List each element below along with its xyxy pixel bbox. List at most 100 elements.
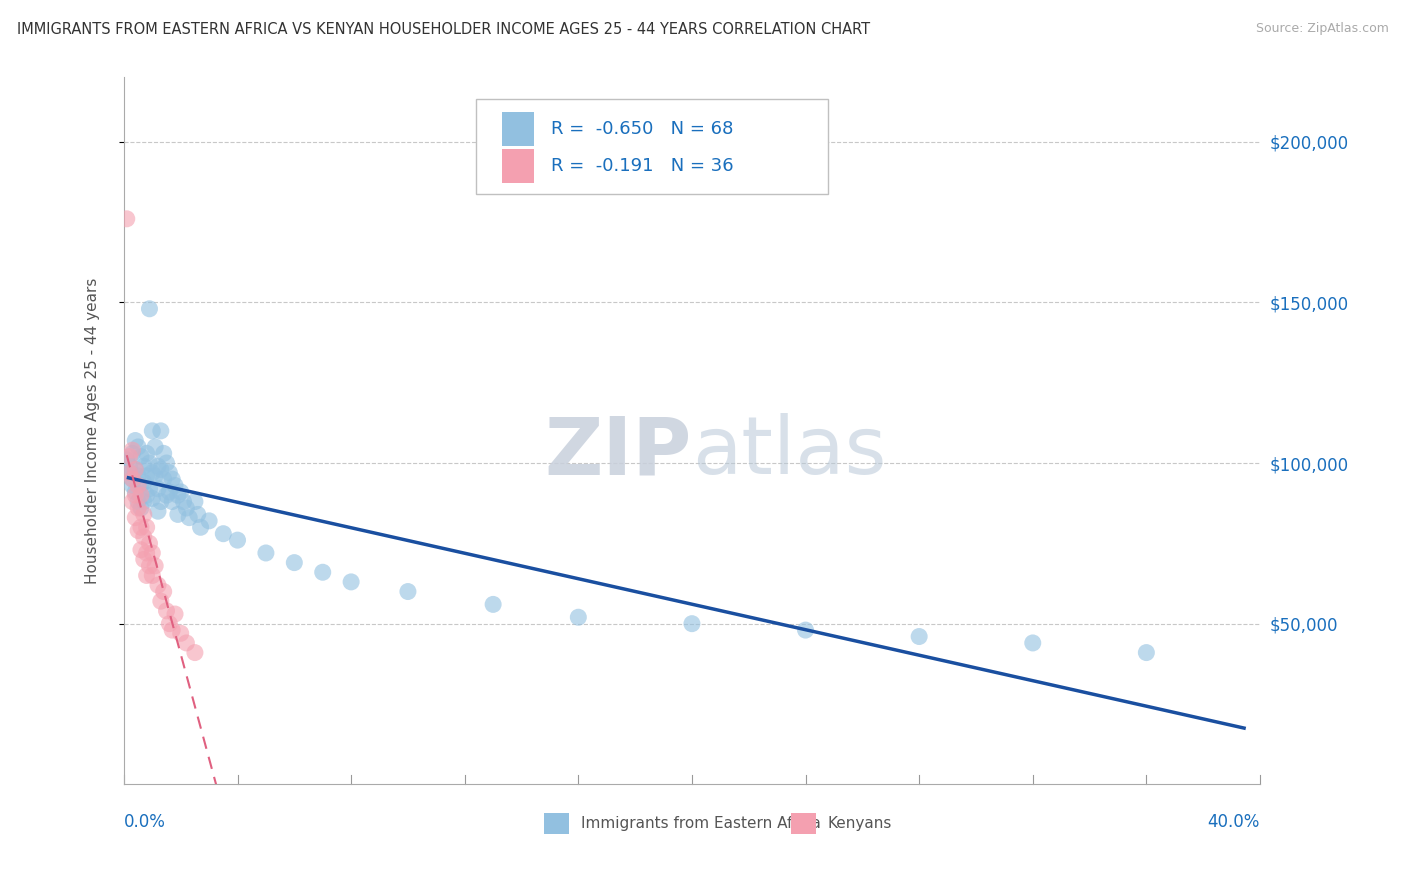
Point <box>132 459 155 474</box>
Point <box>132 508 155 522</box>
Point <box>129 478 152 492</box>
Point <box>141 424 163 438</box>
Bar <box>544 813 569 834</box>
Point <box>146 482 169 496</box>
Point <box>129 542 152 557</box>
Point <box>124 510 146 524</box>
Point <box>143 440 166 454</box>
Point <box>129 450 152 464</box>
Point <box>155 488 177 502</box>
Point <box>794 623 817 637</box>
Point <box>190 520 212 534</box>
Point <box>124 462 146 476</box>
Point <box>129 488 152 502</box>
Point <box>127 478 149 492</box>
Text: R =  -0.191   N = 36: R = -0.191 N = 36 <box>551 157 734 175</box>
Point <box>121 472 143 486</box>
Text: IMMIGRANTS FROM EASTERN AFRICA VS KENYAN HOUSEHOLDER INCOME AGES 25 - 44 YEARS C: IMMIGRANTS FROM EASTERN AFRICA VS KENYAN… <box>17 22 870 37</box>
Point <box>124 434 146 448</box>
Point <box>141 568 163 582</box>
Point <box>157 616 180 631</box>
Point <box>121 446 143 460</box>
Point <box>396 584 419 599</box>
Point <box>167 508 190 522</box>
Point <box>129 520 152 534</box>
Point <box>127 494 149 508</box>
Point <box>121 494 143 508</box>
Point <box>143 468 166 483</box>
Point <box>173 494 195 508</box>
Point <box>138 456 160 470</box>
Text: 40.0%: 40.0% <box>1208 813 1260 830</box>
Point <box>135 488 157 502</box>
Point <box>160 494 183 508</box>
Point <box>170 626 193 640</box>
Point <box>121 472 143 486</box>
Point <box>135 446 157 460</box>
Point <box>340 574 363 589</box>
Bar <box>502 149 534 183</box>
Point <box>138 558 160 573</box>
Point <box>157 484 180 499</box>
Point <box>118 459 141 474</box>
Point <box>124 488 146 502</box>
Point <box>179 510 201 524</box>
Bar <box>502 112 534 146</box>
Text: Kenyans: Kenyans <box>827 815 891 830</box>
Point <box>152 472 174 486</box>
Text: Source: ZipAtlas.com: Source: ZipAtlas.com <box>1256 22 1389 36</box>
Point <box>160 472 183 486</box>
Text: ZIP: ZIP <box>544 413 692 491</box>
Point <box>146 504 169 518</box>
Point <box>129 501 152 516</box>
Point <box>115 211 138 226</box>
Point <box>149 594 172 608</box>
Point <box>118 466 141 480</box>
Point <box>160 623 183 637</box>
Point <box>155 456 177 470</box>
Point <box>141 546 163 560</box>
Point <box>143 558 166 573</box>
Point <box>184 646 207 660</box>
FancyBboxPatch shape <box>477 99 828 194</box>
Text: Immigrants from Eastern Africa: Immigrants from Eastern Africa <box>581 815 821 830</box>
Point <box>121 443 143 458</box>
Point <box>132 494 155 508</box>
Point <box>132 530 155 544</box>
Point <box>226 533 249 548</box>
Point <box>115 452 138 467</box>
Point <box>152 446 174 460</box>
Point <box>198 514 221 528</box>
Point <box>157 466 180 480</box>
Point <box>681 616 703 631</box>
Text: atlas: atlas <box>692 413 886 491</box>
Point <box>155 604 177 618</box>
Point <box>127 524 149 538</box>
Point <box>152 584 174 599</box>
Point <box>127 440 149 454</box>
Point <box>170 484 193 499</box>
Point <box>135 520 157 534</box>
Point <box>141 466 163 480</box>
Bar <box>790 813 815 834</box>
Point <box>124 462 146 476</box>
Point <box>124 484 146 499</box>
Point <box>138 301 160 316</box>
Point <box>127 501 149 516</box>
Point <box>184 494 207 508</box>
Point <box>149 424 172 438</box>
Point <box>167 488 190 502</box>
Text: R =  -0.650   N = 68: R = -0.650 N = 68 <box>551 120 734 138</box>
Point <box>163 478 186 492</box>
Point <box>141 491 163 506</box>
Point <box>132 552 155 566</box>
Point <box>1022 636 1045 650</box>
Point <box>135 546 157 560</box>
Point <box>127 468 149 483</box>
Point <box>121 478 143 492</box>
Text: 0.0%: 0.0% <box>124 813 166 830</box>
Point <box>908 630 931 644</box>
Point <box>149 494 172 508</box>
Point <box>149 462 172 476</box>
Y-axis label: Householder Income Ages 25 - 44 years: Householder Income Ages 25 - 44 years <box>86 277 100 584</box>
